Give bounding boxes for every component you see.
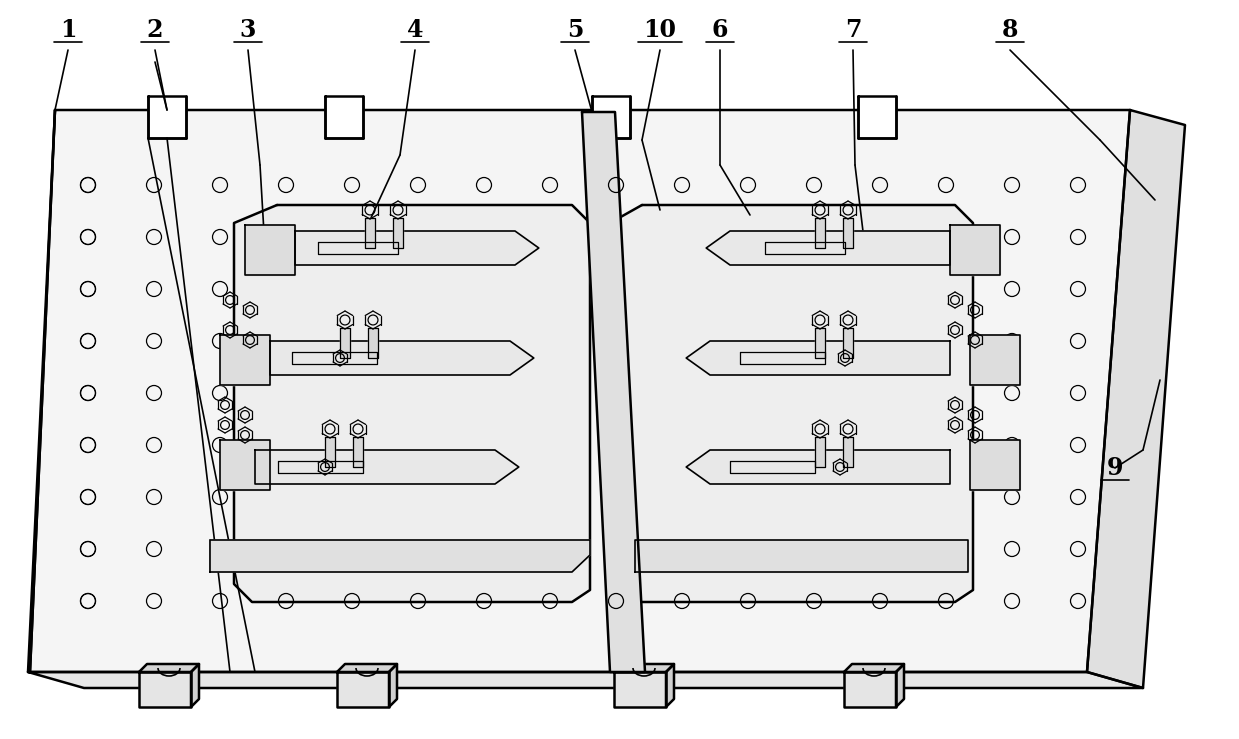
Polygon shape [221, 440, 270, 490]
Polygon shape [337, 672, 389, 707]
Text: 3: 3 [240, 18, 256, 42]
Polygon shape [636, 540, 968, 572]
Polygon shape [970, 440, 1020, 490]
Text: 1: 1 [59, 18, 77, 42]
Polygon shape [393, 218, 403, 248]
Polygon shape [191, 664, 199, 707]
Text: 2: 2 [146, 18, 164, 42]
Polygon shape [815, 328, 825, 358]
Polygon shape [234, 205, 590, 602]
Polygon shape [139, 664, 199, 672]
Polygon shape [592, 96, 629, 138]
Polygon shape [857, 96, 896, 138]
Text: 9: 9 [1106, 456, 1124, 480]
Text: 6: 6 [711, 18, 729, 42]
Polygon shape [667, 664, 674, 707]
Polygon shape [209, 540, 590, 572]
Polygon shape [815, 437, 825, 467]
Polygon shape [368, 328, 378, 358]
Text: 4: 4 [406, 18, 424, 42]
Polygon shape [686, 450, 950, 484]
Polygon shape [844, 672, 896, 707]
Polygon shape [325, 437, 335, 467]
Polygon shape [270, 341, 534, 375]
Polygon shape [843, 437, 852, 467]
Polygon shape [337, 664, 396, 672]
Polygon shape [295, 231, 539, 265]
Polygon shape [950, 225, 1000, 275]
Polygon shape [686, 341, 950, 375]
Polygon shape [1087, 110, 1184, 688]
Polygon shape [582, 112, 646, 672]
Polygon shape [325, 96, 363, 138]
Text: 8: 8 [1002, 18, 1018, 42]
Polygon shape [843, 328, 852, 358]
Polygon shape [28, 110, 1130, 672]
Polygon shape [366, 218, 375, 248]
Polygon shape [815, 218, 825, 248]
Polygon shape [389, 664, 396, 707]
Polygon shape [896, 664, 904, 707]
Polygon shape [255, 450, 519, 484]
Text: 5: 5 [566, 18, 584, 42]
Polygon shape [28, 672, 1144, 688]
Polygon shape [970, 335, 1020, 385]
Polygon shape [245, 225, 295, 275]
Polygon shape [615, 664, 674, 672]
Polygon shape [844, 664, 904, 672]
Text: 7: 7 [845, 18, 861, 42]
Polygon shape [147, 96, 186, 138]
Text: 10: 10 [643, 18, 676, 42]
Polygon shape [610, 205, 973, 602]
Polygon shape [221, 335, 270, 385]
Polygon shape [843, 218, 852, 248]
Polygon shape [339, 328, 349, 358]
Polygon shape [353, 437, 363, 467]
Polygon shape [615, 672, 667, 707]
Polygon shape [139, 672, 191, 707]
Polygon shape [706, 231, 950, 265]
